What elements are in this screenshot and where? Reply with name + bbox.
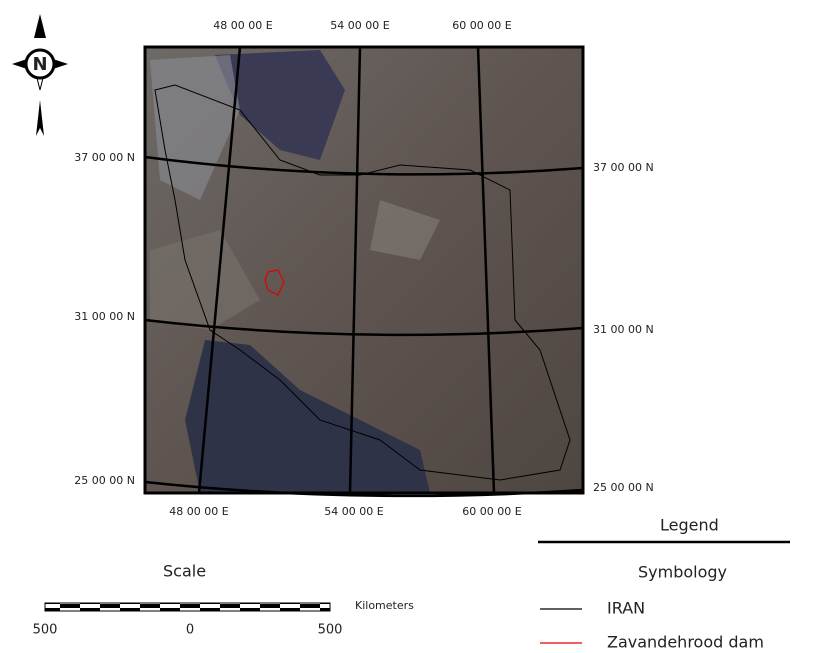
scale-tick: 500	[318, 623, 343, 638]
grid-label: 48 00 00 E	[169, 505, 228, 518]
legend-title: Legend	[660, 516, 719, 535]
grid-label: 31 00 00 N	[593, 323, 654, 336]
grid-label: 25 00 00 N	[74, 474, 135, 487]
legend-subtitle: Symbology	[638, 563, 727, 582]
north-arrow: N	[12, 14, 68, 136]
scale-unit: Kilometers	[355, 599, 414, 612]
grid-label: 48 00 00 E	[213, 19, 272, 32]
grid-label: 37 00 00 N	[593, 161, 654, 174]
scale-bar	[44, 602, 331, 612]
scale-tick: 0	[186, 623, 194, 638]
scale-title: Scale	[163, 562, 206, 581]
grid-label: 60 00 00 E	[452, 19, 511, 32]
map-frame	[143, 45, 585, 495]
north-label: N	[32, 54, 47, 75]
grid-label: 25 00 00 N	[593, 481, 654, 494]
legend-label: Zavandehrood dam	[607, 633, 764, 652]
legend-label: IRAN	[607, 599, 645, 618]
legend-items: IRAN Zavandehrood dam	[540, 599, 764, 652]
grid-label: 37 00 00 N	[74, 151, 135, 164]
scale-tick: 500	[33, 623, 58, 638]
grid-label: 60 00 00 E	[462, 505, 521, 518]
grid-label: 54 00 00 E	[330, 19, 389, 32]
grid-label: 54 00 00 E	[324, 505, 383, 518]
graticule	[144, 46, 584, 498]
grid-label: 31 00 00 N	[74, 310, 135, 323]
satellite-image	[145, 47, 583, 493]
